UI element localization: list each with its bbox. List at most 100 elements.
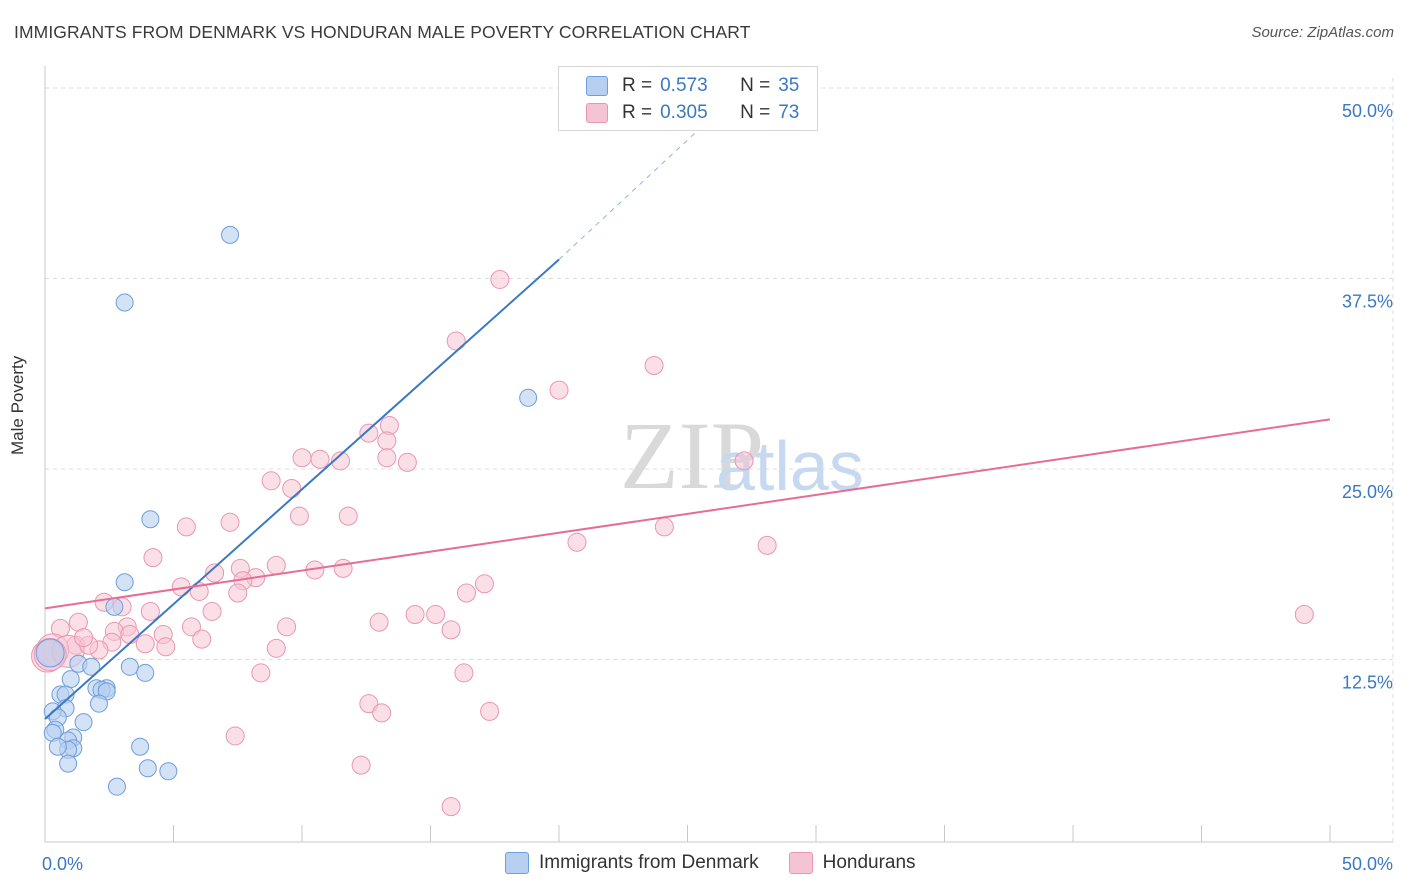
source-label: Source: ZipAtlas.com — [1251, 24, 1394, 41]
y-tick-label: 50.0% — [1342, 101, 1393, 121]
data-point-denmark — [74, 713, 93, 732]
data-point-hondurans — [359, 423, 379, 443]
data-point-hondurans — [405, 605, 425, 625]
data-point-hondurans — [644, 356, 664, 376]
y-tick-label: 12.5% — [1342, 673, 1393, 693]
legend-r-value-denmark: 0.573 — [660, 75, 708, 96]
legend-item-denmark[interactable]: Immigrants from Denmark — [505, 852, 759, 874]
legend-item-hondurans[interactable]: Hondurans — [788, 852, 916, 874]
legend-swatch-hondurans — [788, 852, 813, 874]
denmark-points — [35, 225, 538, 796]
data-point-hondurans — [331, 451, 351, 471]
y-axis-label: Male Poverty — [8, 355, 27, 455]
data-point-hondurans — [480, 701, 500, 721]
data-point-hondurans — [282, 478, 302, 498]
data-point-hondurans — [372, 703, 392, 723]
data-point-hondurans — [202, 601, 222, 621]
data-point-hondurans — [377, 431, 397, 451]
data-point-hondurans — [220, 512, 240, 532]
data-point-denmark — [59, 754, 78, 773]
data-point-hondurans — [225, 726, 245, 746]
data-point-denmark — [82, 657, 101, 676]
data-point-hondurans — [181, 617, 201, 637]
data-point-hondurans — [426, 605, 446, 625]
data-point-denmark — [519, 388, 538, 407]
data-point-denmark — [221, 225, 240, 244]
data-point-hondurans — [567, 532, 587, 552]
legend-row-denmark: R = 0.573 N = 35 — [586, 75, 799, 97]
legend-n-label: N = — [740, 102, 771, 123]
data-point-denmark — [115, 293, 134, 312]
y-tick-label: 25.0% — [1342, 482, 1393, 502]
legend-r-value-hondurans: 0.305 — [660, 102, 708, 123]
data-point-denmark — [35, 638, 65, 668]
data-point-hondurans — [441, 620, 461, 640]
data-point-hondurans — [310, 449, 330, 469]
data-point-denmark — [89, 694, 108, 713]
chart-title: IMMIGRANTS FROM DENMARK VS HONDURAN MALE… — [14, 22, 751, 42]
data-point-hondurans — [156, 637, 176, 657]
data-point-hondurans — [176, 517, 196, 537]
data-point-hondurans — [446, 331, 466, 351]
data-point-denmark — [141, 510, 160, 529]
data-point-hondurans — [135, 634, 155, 654]
data-point-hondurans — [397, 452, 417, 472]
data-point-hondurans — [359, 694, 379, 714]
data-point-hondurans — [228, 583, 248, 603]
data-point-hondurans — [120, 625, 140, 645]
data-point-denmark — [115, 573, 134, 592]
legend-label-hondurans: Hondurans — [822, 852, 916, 873]
data-point-denmark — [61, 670, 80, 689]
x-tick-label: 50.0% — [1342, 854, 1393, 874]
data-point-hondurans — [266, 638, 286, 658]
data-point-denmark — [48, 737, 67, 756]
data-point-hondurans — [140, 601, 160, 621]
legend-swatch-hondurans — [586, 103, 608, 123]
data-point-hondurans — [474, 574, 494, 594]
data-point-denmark — [136, 663, 155, 682]
legend-r-label: R = — [622, 75, 653, 96]
data-point-hondurans — [734, 451, 754, 471]
legend-r-label: R = — [622, 102, 653, 123]
data-point-denmark — [138, 759, 157, 778]
data-point-denmark — [107, 777, 126, 796]
trend-line-hondurans — [44, 418, 1331, 610]
data-point-hondurans — [351, 755, 371, 775]
data-point-hondurans — [143, 548, 163, 568]
data-point-hondurans — [654, 517, 674, 537]
data-point-hondurans — [757, 535, 777, 555]
series-legend: Immigrants from Denmark Hondurans — [505, 852, 946, 874]
data-point-hondurans — [289, 506, 309, 526]
legend-n-value-denmark: 35 — [778, 75, 800, 96]
data-point-denmark — [105, 597, 124, 616]
x-tick-label: 0.0% — [42, 854, 83, 874]
data-point-hondurans — [205, 563, 225, 583]
hondurans-points — [31, 269, 1314, 817]
data-point-hondurans — [261, 471, 281, 491]
legend-n-value-hondurans: 73 — [778, 102, 800, 123]
data-point-hondurans — [277, 617, 297, 637]
legend-row-hondurans: R = 0.305 N = 73 — [586, 102, 799, 124]
data-point-hondurans — [251, 663, 271, 683]
data-point-hondurans — [1294, 605, 1314, 625]
legend-swatch-denmark — [586, 76, 608, 96]
data-point-hondurans — [333, 558, 353, 578]
data-point-hondurans — [456, 583, 476, 603]
data-point-hondurans — [338, 506, 358, 526]
trend-line-denmark — [44, 258, 560, 720]
data-point-hondurans — [490, 269, 510, 289]
data-point-hondurans — [454, 663, 474, 683]
data-point-hondurans — [192, 629, 212, 649]
data-point-hondurans — [549, 380, 569, 400]
y-tick-label: 37.5% — [1342, 292, 1393, 312]
tick-labels: 12.5% 25.0% 37.5% 50.0% 0.0% 50.0% — [42, 101, 1393, 874]
data-point-hondurans — [377, 448, 397, 468]
data-point-hondurans — [74, 628, 94, 648]
legend-n-label: N = — [740, 75, 771, 96]
data-point-hondurans — [266, 555, 286, 575]
data-point-hondurans — [369, 612, 389, 632]
correlation-legend: R = 0.573 N = 35 R = 0.305 N = 73 — [558, 66, 818, 131]
data-point-denmark — [131, 737, 150, 756]
data-point-denmark — [159, 762, 178, 781]
